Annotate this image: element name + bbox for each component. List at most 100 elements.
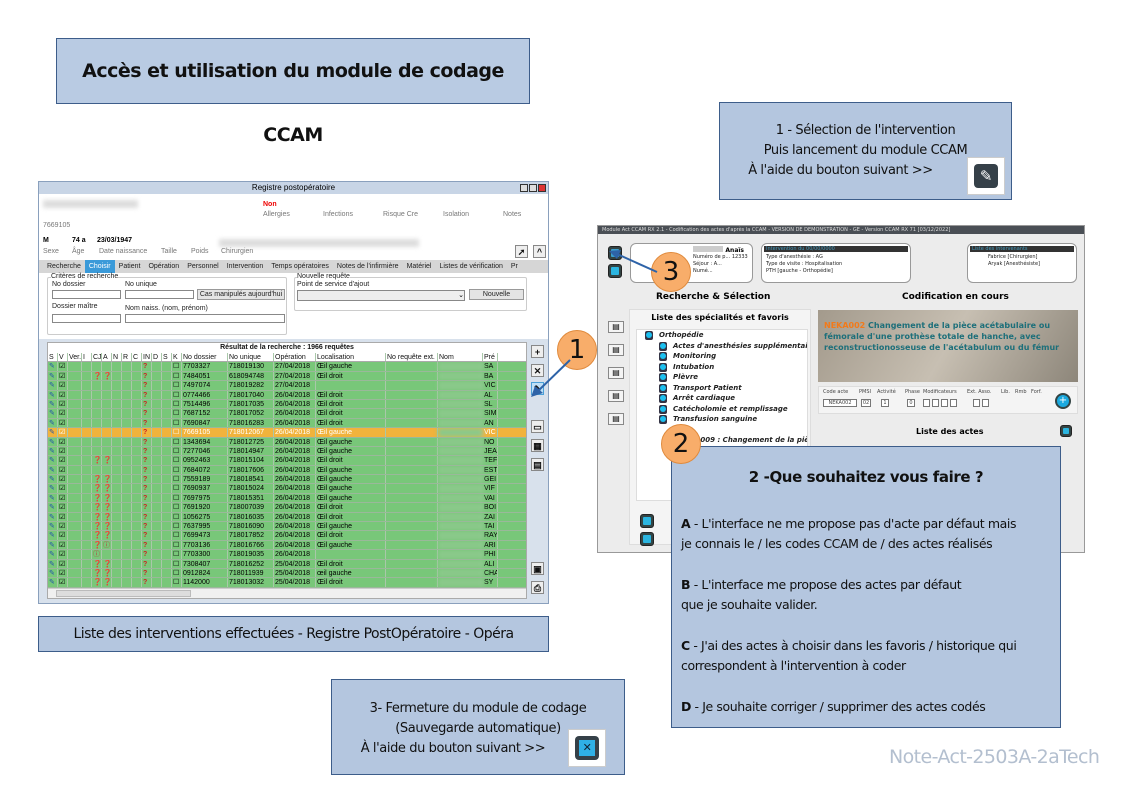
table-row[interactable]: ✎ ☑ ❓ ❓? ☐ 0912824 718011939 25/04/2018 œil gauc… xyxy=(48,568,526,579)
print-button[interactable]: ⎙ xyxy=(531,581,544,594)
column-header[interactable]: IN xyxy=(143,353,152,362)
column-header[interactable]: S xyxy=(162,353,172,362)
table-row[interactable]: ✎ ☑? ☐ 0774466 718017040 26/04/2018 Œil droit A… xyxy=(48,390,526,400)
column-header[interactable]: Opération xyxy=(274,353,316,362)
delete-button[interactable]: ✕ xyxy=(531,364,544,377)
table-row[interactable]: ✎ ☑? ☐ 7669105 718012067 26/04/2018 Œil gauche… xyxy=(48,428,526,438)
tab-0[interactable]: Recherche xyxy=(47,263,81,270)
calendar-button[interactable]: ▦ xyxy=(531,439,544,452)
maximize-button[interactable] xyxy=(529,184,537,192)
tab-10[interactable]: Pr xyxy=(510,263,518,270)
table-row[interactable]: ✎ ☑ ❓ ❓? ☐ 7691920 718007039 26/04/2018 Œil droi… xyxy=(48,503,526,513)
column-header[interactable]: Ver. xyxy=(69,353,82,362)
no-dossier-input[interactable] xyxy=(52,290,121,299)
column-header[interactable]: A xyxy=(102,353,112,362)
copy-button[interactable] xyxy=(608,264,622,278)
no-unique-input[interactable] xyxy=(125,290,194,299)
cas-manipules-button[interactable]: Cas manipulés aujourd'hui xyxy=(197,289,285,300)
tab-8[interactable]: Matériel xyxy=(406,263,432,270)
table-row[interactable]: ✎ ☑ ❓ ❓? ☐ 1142000 718013032 25/04/2018 Œil droi… xyxy=(48,578,526,588)
column-header[interactable]: No dossier xyxy=(182,353,228,362)
column-header[interactable]: No unique xyxy=(228,353,274,362)
column-header[interactable]: V xyxy=(58,353,68,362)
column-header[interactable]: R xyxy=(122,353,132,362)
collapse-button[interactable]: ^ xyxy=(533,245,546,258)
nom-naiss-input[interactable] xyxy=(125,314,285,323)
table-row[interactable]: ✎ ☑? ☐ 1343694 718012725 26/04/2018 Œil gauche… xyxy=(48,437,526,447)
column-header[interactable]: Localisation xyxy=(316,353,386,362)
column-header[interactable]: CJ xyxy=(93,353,102,362)
ccam-search-icon-4[interactable]: ▤ xyxy=(608,413,624,425)
table-row[interactable]: ✎ ☑? ☐ 7687152 718017052 26/04/2018 Œil droit S… xyxy=(48,409,526,419)
table-row[interactable]: ✎ ☑? ☐ 7514496 718017035 26/04/2018 Œil droit S… xyxy=(48,399,526,410)
ccam-search-icon-1[interactable]: ▤ xyxy=(608,344,624,356)
tree-item[interactable]: Monitoring xyxy=(637,351,807,362)
add-acte-button[interactable]: + xyxy=(1055,393,1071,409)
modificateur-input[interactable] xyxy=(923,399,930,407)
dossier-maitre-input[interactable] xyxy=(52,314,121,323)
code-acte-input[interactable]: NEKA002 xyxy=(823,399,857,407)
modificateur-input[interactable] xyxy=(941,399,948,407)
tab-4[interactable]: Personnel xyxy=(187,263,219,270)
tab-6[interactable]: Temps opératoires xyxy=(271,263,329,270)
table-row[interactable]: ✎ ☑? ☐ 7277046 718014947 26/04/2018 Œil gauche… xyxy=(48,446,526,457)
tab-1[interactable]: Choisir xyxy=(84,260,115,273)
table-row[interactable]: ✎ ☑? ☐ 7497074 718019282 27/04/2018 VIC xyxy=(48,381,526,391)
horizontal-scrollbar[interactable] xyxy=(48,587,526,598)
close-window-button[interactable] xyxy=(538,184,546,192)
tree-item[interactable]: Transfusion sanguine xyxy=(637,414,807,425)
column-header[interactable]: S xyxy=(48,353,58,362)
table-row[interactable]: ✎ ☑ ❓ ❓? ☐ 7559189 718018541 26/04/2018 Œil gauc… xyxy=(48,475,526,485)
modificateur-input[interactable] xyxy=(950,399,957,407)
modificateur-input[interactable] xyxy=(932,399,939,407)
tree-item[interactable]: Catécholomie et remplissage xyxy=(637,404,807,415)
table-row[interactable]: ✎ ☑ ❓ ❓? ☐ 1056275 718016035 26/04/2018 Œil droi… xyxy=(48,512,526,523)
table-row[interactable]: ✎ ☑ ❓ ❓? ☐ 7484051 618094748 27/04/2018 Œil droi… xyxy=(48,371,526,382)
table-row[interactable]: ✎ ☑? ☐ 7690847 718016283 26/04/2018 Œil droit A… xyxy=(48,418,526,429)
table-row[interactable]: ✎ ☑ ⓘ? ☐ 7703300 718019035 26/04/2018 PHI xyxy=(48,550,526,560)
column-header[interactable]: C xyxy=(132,353,142,362)
ccam-search-icon-3[interactable]: ▤ xyxy=(608,390,624,402)
column-header[interactable]: N xyxy=(112,353,122,362)
tab-7[interactable]: Notes de l'infirmière xyxy=(336,263,399,270)
pin-button[interactable]: ➚ xyxy=(515,245,528,258)
trash-button[interactable] xyxy=(640,532,654,546)
tree-item[interactable]: Plèvre xyxy=(637,372,807,383)
tree-item[interactable]: Intubation xyxy=(637,362,807,373)
ccam-search-icon-2[interactable]: ▤ xyxy=(608,367,624,379)
comment-button[interactable]: ▭ xyxy=(531,420,544,433)
actes-menu-button[interactable] xyxy=(1060,425,1072,437)
modificateur-input[interactable] xyxy=(982,399,989,407)
table-row[interactable]: ✎ ☑ ❓ ❓? ☐ 7699473 718017852 26/04/2018 Œil droi… xyxy=(48,531,526,541)
table-row[interactable]: ✎ ☑ ❓ ❓? ☐ 7308407 718016252 25/04/2018 Œil droi… xyxy=(48,559,526,569)
add-button[interactable]: + xyxy=(531,345,544,358)
tree-root[interactable]: Orthopédie xyxy=(637,330,807,341)
table-row[interactable]: ✎ ☑? ☐ 7684072 718017606 26/04/2018 Œil gauche… xyxy=(48,465,526,476)
table-row[interactable]: ✎ ☑ ❓ ⓘ? ☐ 7703136 718016766 26/04/2018 Œil gauc… xyxy=(48,540,526,551)
column-header[interactable]: Pré xyxy=(483,353,498,362)
table-row[interactable]: ✎ ☑ ❓ ❓? ☐ 0952463 718015104 26/04/2018 Œil droi… xyxy=(48,456,526,466)
table-row[interactable]: ✎ ☑ ❓ ❓? ☐ 7690937 718015024 26/04/2018 Œil gauc… xyxy=(48,484,526,494)
tab-2[interactable]: Patient xyxy=(118,263,141,270)
column-header[interactable]: Nom xyxy=(438,353,483,362)
tree-item[interactable]: Transport Patient xyxy=(637,383,807,394)
modificateur-input[interactable] xyxy=(973,399,980,407)
column-header[interactable]: I xyxy=(82,353,92,362)
tree-item[interactable]: Arrêt cardiaque xyxy=(637,393,807,404)
column-header[interactable]: D xyxy=(152,353,162,362)
column-header[interactable]: No requête ext. xyxy=(386,353,438,362)
minimize-button[interactable] xyxy=(520,184,528,192)
export-button[interactable]: ▣ xyxy=(531,562,544,575)
table-row[interactable]: ✎ ☑? ☐ 7703327 718019130 27/04/2018 Œil gauche… xyxy=(48,362,526,372)
table-row[interactable]: ✎ ☑ ❓ ❓? ☐ 7697975 718015351 26/04/2018 Œil gauc… xyxy=(48,493,526,504)
phase-input[interactable]: 0 xyxy=(907,399,915,407)
activite-input[interactable]: 1 xyxy=(881,399,889,407)
tree-subitem[interactable]: ...A009 : Changement de la pièc xyxy=(637,435,807,446)
column-header[interactable]: K xyxy=(172,353,182,362)
point-service-select[interactable]: ⌄ xyxy=(297,290,465,301)
tab-9[interactable]: Listes de vérification xyxy=(439,263,503,270)
ccam-search-icon-0[interactable]: ▤ xyxy=(608,321,624,333)
table-row[interactable]: ✎ ☑ ❓ ❓? ☐ 7637995 718016090 26/04/2018 Œil gauc… xyxy=(48,522,526,532)
document-button[interactable]: ▤ xyxy=(531,458,544,471)
pmsi-input[interactable]: 02 xyxy=(861,399,871,407)
